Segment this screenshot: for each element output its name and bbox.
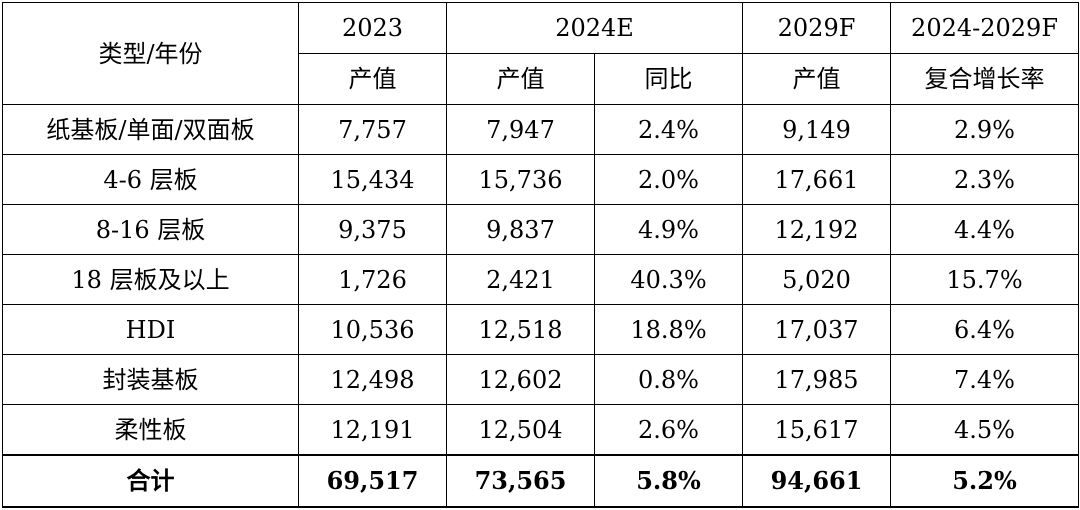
cell-2023: 1,726 [298, 254, 447, 305]
cell-2023: 10,536 [298, 304, 447, 355]
cell-cagr: 15.7% [890, 254, 1080, 305]
subheader-yoy: 同比 [593, 53, 744, 105]
cell-yoy: 0.8% [593, 354, 744, 405]
total-cagr: 5.2% [890, 454, 1080, 508]
cell-yoy: 2.6% [593, 404, 744, 456]
cell-2029: 17,037 [742, 304, 892, 355]
cell-2029: 15,617 [742, 404, 892, 456]
cell-yoy: 2.4% [593, 104, 744, 155]
corner-header: 类型/年份 [2, 2, 299, 105]
total-label: 合计 [2, 454, 299, 508]
cell-cagr: 4.5% [890, 404, 1080, 456]
cell-2029: 17,661 [742, 154, 892, 205]
cell-2029: 9,149 [742, 104, 892, 155]
cell-2024: 2,421 [446, 254, 595, 305]
table-row: 封装基板 12,498 12,602 0.8% 17,985 7.4% [2, 354, 1080, 405]
total-2023: 69,517 [298, 454, 447, 508]
cell-yoy: 40.3% [593, 254, 744, 305]
cell-2024: 12,518 [446, 304, 595, 355]
cell-yoy: 4.9% [593, 204, 744, 255]
cell-2023: 15,434 [298, 154, 447, 205]
subheader-output-2023: 产值 [298, 53, 447, 105]
cell-2023: 9,375 [298, 204, 447, 255]
row-label: 18 层板及以上 [2, 254, 299, 305]
cell-2024: 12,602 [446, 354, 595, 405]
cell-2023: 7,757 [298, 104, 447, 155]
table-row: 18 层板及以上 1,726 2,421 40.3% 5,020 15.7% [2, 254, 1080, 305]
row-label: 柔性板 [2, 404, 299, 456]
cell-cagr: 6.4% [890, 304, 1080, 355]
total-yoy: 5.8% [593, 454, 744, 508]
row-label: 4-6 层板 [2, 154, 299, 205]
cell-2024: 9,837 [446, 204, 595, 255]
total-row: 合计 69,517 73,565 5.8% 94,661 5.2% [2, 454, 1080, 508]
row-label: HDI [2, 304, 299, 355]
header-2029f: 2029F [742, 2, 892, 54]
cell-2029: 12,192 [742, 204, 892, 255]
table-row: 4-6 层板 15,434 15,736 2.0% 17,661 2.3% [2, 154, 1080, 205]
header-2024-2029f: 2024-2029F [890, 2, 1080, 54]
header-2024e: 2024E [445, 2, 744, 54]
row-label: 8-16 层板 [2, 204, 299, 255]
cell-yoy: 18.8% [593, 304, 744, 355]
subheader-cagr: 复合增长率 [890, 53, 1080, 105]
cell-2023: 12,498 [298, 354, 447, 405]
total-2024: 73,565 [446, 454, 595, 508]
cell-2024: 15,736 [446, 154, 595, 205]
cell-yoy: 2.0% [593, 154, 744, 205]
subheader-output-2029: 产值 [742, 53, 892, 105]
header-2023: 2023 [298, 2, 447, 54]
total-2029: 94,661 [742, 454, 892, 508]
cell-2024: 7,947 [446, 104, 595, 155]
cell-2023: 12,191 [298, 404, 447, 456]
subheader-output-2024: 产值 [446, 53, 595, 105]
table-row: 柔性板 12,191 12,504 2.6% 15,617 4.5% [2, 404, 1080, 456]
header-row-years: 类型/年份 2023 2024E 2029F 2024-2029F [2, 2, 1080, 105]
cell-cagr: 4.4% [890, 204, 1080, 255]
cell-cagr: 7.4% [890, 354, 1080, 405]
table-row: 8-16 层板 9,375 9,837 4.9% 12,192 4.4% [2, 204, 1080, 255]
cell-2024: 12,504 [446, 404, 595, 456]
cell-cagr: 2.9% [890, 104, 1080, 155]
table-row: 纸基板/单面/双面板 7,757 7,947 2.4% 9,149 2.9% [2, 104, 1080, 155]
row-label: 纸基板/单面/双面板 [2, 104, 299, 155]
cell-2029: 17,985 [742, 354, 892, 405]
row-label: 封装基板 [2, 354, 299, 405]
table-row: HDI 10,536 12,518 18.8% 17,037 6.4% [2, 304, 1080, 355]
cell-2029: 5,020 [742, 254, 892, 305]
cell-cagr: 2.3% [890, 154, 1080, 205]
